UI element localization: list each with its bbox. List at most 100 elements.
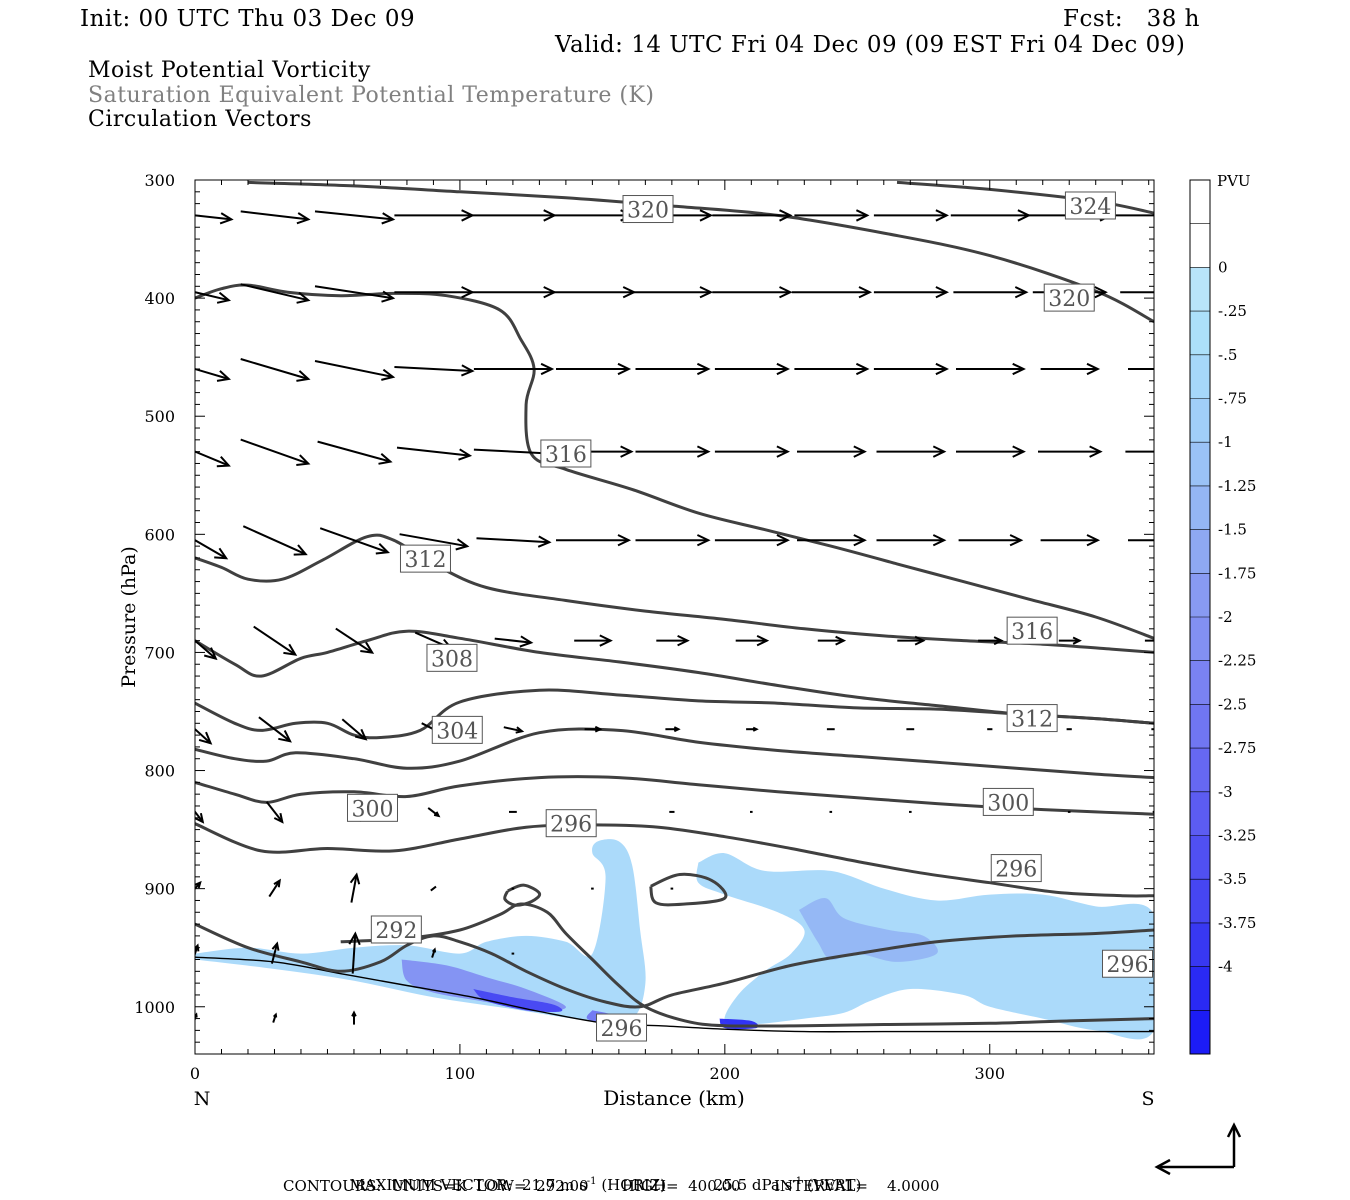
vector-shaft xyxy=(195,291,230,302)
circulation-vector xyxy=(272,1012,278,1023)
circulation-vector xyxy=(797,534,867,547)
axes: 300 400 500 600 700 800 900 1000 0 100 200 300 xyxy=(134,171,1154,1083)
theta-contour-300 xyxy=(195,775,1154,816)
colorbar-swatch xyxy=(1190,442,1210,487)
vector-shaft xyxy=(396,446,470,457)
vector-head xyxy=(776,445,790,458)
vector-head xyxy=(1172,446,1183,457)
circulation-vector xyxy=(319,527,390,555)
vector-head xyxy=(455,538,470,551)
vector-head xyxy=(756,634,770,647)
x-tick-label: 300 xyxy=(974,1064,1005,1083)
title-theta-es: Saturation Equivalent Potential Temperat… xyxy=(88,83,655,108)
vector-shaft xyxy=(242,525,307,556)
vector-head xyxy=(696,445,711,458)
vector-head xyxy=(620,445,634,458)
vector-head xyxy=(1169,535,1180,545)
colorbar-swatch xyxy=(1190,573,1210,618)
vector-shaft xyxy=(240,283,309,302)
contour-label-box xyxy=(370,915,422,944)
contour-label-text: 308 xyxy=(431,647,473,672)
contour-label-text: 320 xyxy=(627,199,669,224)
theta-contour-296 xyxy=(195,922,1154,1009)
vector-shaft xyxy=(240,358,309,380)
vector-head xyxy=(283,643,298,656)
circulation-vector xyxy=(714,445,790,458)
colorbar-swatch xyxy=(1190,354,1210,399)
vector-shaft xyxy=(268,880,281,898)
vert-exp: -1 xyxy=(792,1176,803,1187)
circulation-vector xyxy=(791,286,873,299)
vector-head xyxy=(214,547,229,560)
circulation-vector xyxy=(1040,534,1101,547)
vector-shaft xyxy=(195,639,217,660)
vector-head xyxy=(776,534,791,547)
vector-head xyxy=(993,636,1004,646)
vector-head xyxy=(198,731,213,745)
horiz-exp: -1 xyxy=(586,1176,597,1187)
circulation-vector xyxy=(195,639,218,661)
vector-shaft xyxy=(314,285,394,300)
vector-head xyxy=(932,445,947,458)
circulation-vector xyxy=(978,636,1004,646)
theta-contour-328 xyxy=(896,180,1154,215)
contour-labels: 320 324 320 316 312 316 308 312 304 300 300 296 296 2… xyxy=(346,191,1154,1042)
x-tick-label: 200 xyxy=(710,1064,741,1083)
vector-head xyxy=(381,368,396,381)
circulation-vector xyxy=(314,360,396,381)
vector-head xyxy=(537,535,552,548)
circulation-vector xyxy=(794,362,870,376)
contour-label: 296 xyxy=(990,854,1042,883)
circulation-vector xyxy=(897,635,926,646)
vector-head xyxy=(360,641,375,654)
vector-head xyxy=(271,941,280,951)
circulation-vector xyxy=(317,440,393,465)
vector-head xyxy=(1009,534,1024,547)
circulation-vector xyxy=(396,446,473,461)
x-end-left: N xyxy=(194,1088,211,1110)
circulation-vector xyxy=(797,445,867,458)
circulation-vector xyxy=(1038,445,1103,458)
theta-contour-324 xyxy=(247,180,1154,324)
contour-label: 296 xyxy=(1102,949,1154,978)
y-tick-label: 700 xyxy=(144,643,175,662)
circulation-vector xyxy=(656,634,690,647)
circulation-vector xyxy=(268,878,281,898)
vector-head xyxy=(779,286,793,299)
circulation-vector xyxy=(956,362,1026,376)
colorbar-swatch xyxy=(1190,922,1210,968)
colorbar-title: PVU xyxy=(1217,172,1251,190)
vector-head xyxy=(1086,362,1101,376)
vector-head xyxy=(216,291,232,304)
circulation-vector xyxy=(427,807,441,818)
vector-head xyxy=(855,209,870,222)
contour-label: 308 xyxy=(426,643,478,672)
colorbar-swatch xyxy=(1190,529,1210,574)
contour-label: 312 xyxy=(399,544,451,573)
circulation-vector xyxy=(873,362,950,376)
colorbar-label: -.25 xyxy=(1218,302,1247,320)
colorbar-label: -2.25 xyxy=(1218,652,1256,670)
circulation-vector xyxy=(265,801,284,824)
circulation-vector xyxy=(712,209,793,222)
y-tick-label: 800 xyxy=(144,762,175,781)
vector-shaft xyxy=(195,450,230,467)
vector-head xyxy=(540,362,555,376)
y-tick-label: 1000 xyxy=(134,998,175,1017)
vector-head xyxy=(195,880,202,889)
circulation-vector xyxy=(1115,214,1154,217)
init-time: Init: 00 UTC Thu 03 Dec 09 xyxy=(80,6,416,32)
contour-label-box xyxy=(346,793,398,822)
contour-label-text: 300 xyxy=(351,797,393,822)
vector-head xyxy=(696,534,711,547)
vector-head xyxy=(853,534,867,547)
colorbar-swatch xyxy=(1190,966,1210,1011)
horiz-max: 21.7 m s xyxy=(521,1176,587,1194)
horiz-label: (HORIZ) xyxy=(601,1176,667,1194)
colorbar-label: -3.5 xyxy=(1218,870,1247,888)
circulation-vector xyxy=(195,291,232,304)
x-axis-label: Distance (km) xyxy=(603,1086,745,1110)
contour-label-text: 296 xyxy=(601,1017,643,1042)
colorbar-label: -3 xyxy=(1218,783,1233,801)
vector-shaft xyxy=(494,637,532,644)
